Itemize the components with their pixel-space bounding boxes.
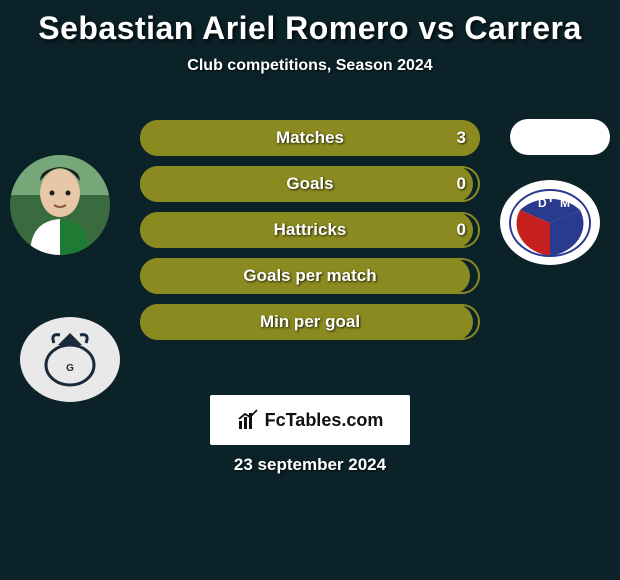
team-right-crest: DIM — [500, 180, 600, 265]
stat-value: 0 — [457, 212, 466, 248]
stat-row: Matches3 — [140, 120, 480, 156]
player-left-avatar — [10, 155, 110, 255]
stats-panel: Matches3Goals0Hattricks0Goals per matchM… — [140, 120, 480, 350]
svg-text:M: M — [560, 196, 570, 210]
brand-text: FcTables.com — [265, 410, 384, 431]
svg-text:D: D — [538, 196, 547, 210]
stat-label: Matches — [140, 120, 480, 156]
date-text: 23 september 2024 — [0, 455, 620, 475]
stat-value: 3 — [457, 120, 466, 156]
stat-row: Goals0 — [140, 166, 480, 202]
team-left-crest: G — [20, 317, 120, 402]
stat-row: Goals per match — [140, 258, 480, 294]
player-right-avatar-placeholder — [510, 119, 610, 155]
stat-label: Goals per match — [140, 258, 480, 294]
subtitle: Club competitions, Season 2024 — [0, 57, 620, 75]
stat-row: Min per goal — [140, 304, 480, 340]
stat-label: Hattricks — [140, 212, 480, 248]
stat-row: Hattricks0 — [140, 212, 480, 248]
brand-chart-icon — [237, 409, 259, 431]
brand-badge: FcTables.com — [210, 395, 410, 445]
stat-label: Goals — [140, 166, 480, 202]
page-title: Sebastian Ariel Romero vs Carrera — [0, 0, 620, 47]
svg-text:I: I — [549, 191, 552, 205]
svg-text:G: G — [66, 363, 74, 374]
stat-value: 0 — [457, 166, 466, 202]
stat-label: Min per goal — [140, 304, 480, 340]
